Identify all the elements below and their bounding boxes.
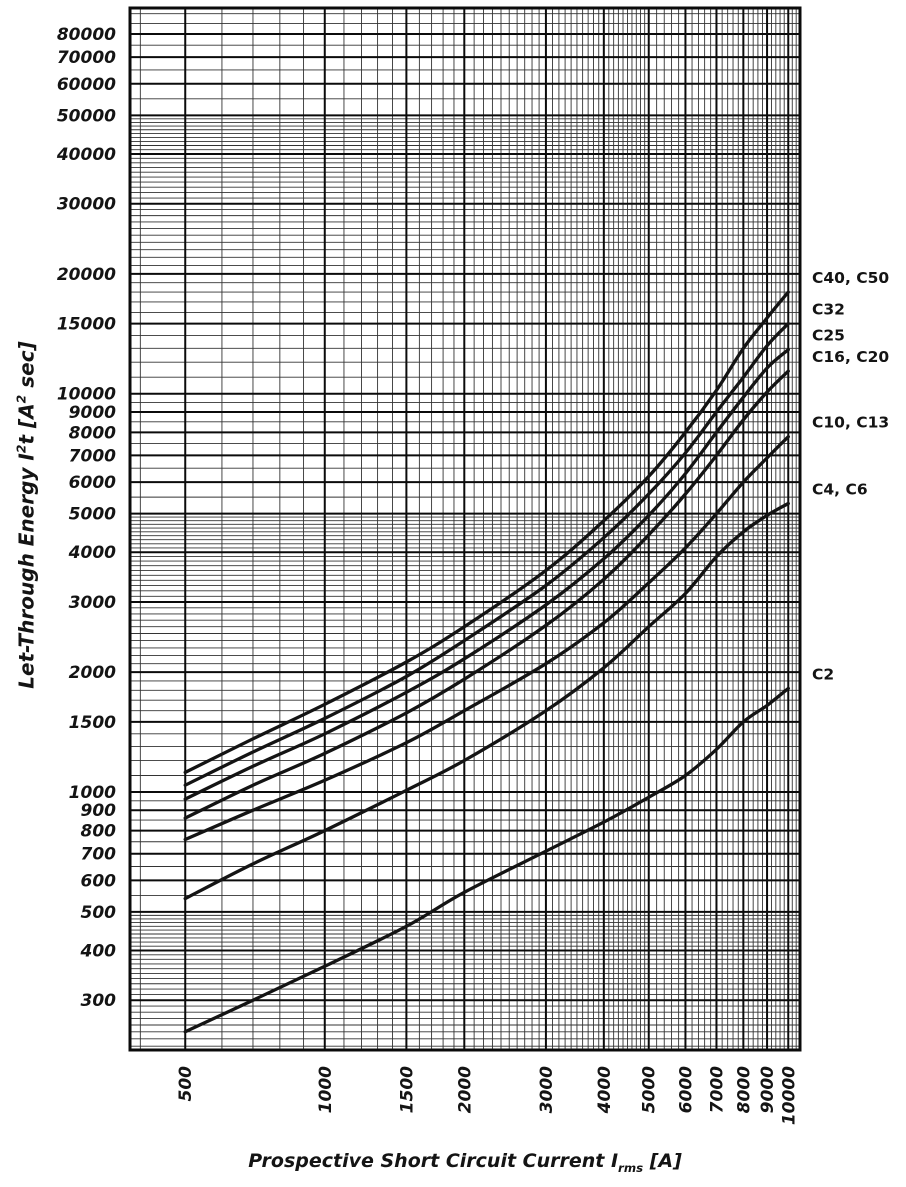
x-tick-label: 2000 bbox=[455, 1066, 475, 1113]
x-tick-label: 10000 bbox=[779, 1066, 799, 1125]
x-tick-label: 6000 bbox=[676, 1066, 696, 1113]
y-tick-label: 8000 bbox=[69, 423, 116, 443]
y-tick-label: 1000 bbox=[69, 783, 116, 803]
x-tick-label: 5000 bbox=[640, 1066, 660, 1113]
y-axis-title-text: sec] bbox=[14, 341, 39, 395]
y-tick-label: 7000 bbox=[69, 446, 116, 466]
x-tick-label: 3000 bbox=[537, 1066, 557, 1113]
superscript-two: 2 bbox=[13, 444, 29, 454]
grid-major bbox=[130, 8, 800, 1050]
y-tick-label: 300 bbox=[81, 991, 117, 1011]
superscript-two: 2 bbox=[13, 394, 29, 404]
y-tick-label: 5000 bbox=[69, 505, 116, 525]
curve-labels: C40, C50 C32 C25 C16, C20 C10, C13 C4, C6 C2 bbox=[812, 269, 889, 683]
y-tick-label: 60000 bbox=[57, 75, 116, 95]
y-tick-label: 15000 bbox=[57, 315, 116, 335]
x-tick-label: 1000 bbox=[316, 1066, 336, 1113]
x-axis-title-text: Prospective Short Circuit Current I bbox=[248, 1150, 619, 1172]
y-tick-label: 2000 bbox=[69, 663, 116, 683]
y-tick-label: 30000 bbox=[57, 195, 116, 215]
x-tick-label: 4000 bbox=[595, 1066, 615, 1114]
x-tick-label: 1500 bbox=[397, 1066, 417, 1113]
plot-border bbox=[128, 6, 802, 1052]
y-tick-label: 700 bbox=[81, 845, 117, 865]
y-tick-label: 50000 bbox=[57, 106, 116, 126]
curve-c16-c20 bbox=[183, 369, 790, 820]
y-tick-label: 400 bbox=[80, 942, 117, 962]
x-tick-label: 9000 bbox=[758, 1066, 778, 1113]
y-tick-label: 10000 bbox=[57, 385, 116, 405]
y-tick-label: 500 bbox=[81, 903, 117, 923]
y-axis-title-text: Let-Through Energy I bbox=[14, 453, 39, 689]
y-tick-label: 20000 bbox=[57, 265, 116, 285]
y-tick-label: 70000 bbox=[57, 48, 116, 68]
curves bbox=[183, 290, 790, 1034]
y-tick-label: 40000 bbox=[56, 145, 116, 165]
curve-label-c2: C2 bbox=[812, 665, 834, 683]
y-tick-label: 6000 bbox=[69, 473, 116, 493]
curve-c25 bbox=[183, 348, 790, 801]
curve-c32 bbox=[183, 321, 790, 787]
y-axis-title: Let-Through Energy I2t [A2 sec] bbox=[14, 341, 39, 688]
subscript-rms: rms bbox=[618, 1160, 644, 1175]
curve-c10-c13 bbox=[183, 435, 790, 842]
y-tick-label: 800 bbox=[81, 822, 117, 842]
curve-c4-c6 bbox=[183, 501, 790, 901]
x-tick-label: 7000 bbox=[708, 1066, 728, 1113]
curve-label-c32: C32 bbox=[812, 301, 845, 319]
y-tick-label: 9000 bbox=[69, 403, 116, 423]
x-tick-label: 500 bbox=[176, 1066, 196, 1102]
y-axis-title-text: t [A bbox=[14, 403, 39, 445]
y-tick-label: 4000 bbox=[68, 543, 116, 563]
curve-c40-c50 bbox=[183, 290, 790, 775]
y-tick-label: 1500 bbox=[69, 713, 116, 733]
y-tick-label: 80000 bbox=[57, 25, 116, 45]
y-tick-label: 3000 bbox=[69, 593, 116, 613]
x-tick-labels: 500 1000 1500 2000 3000 4000 5000 6000 7000 8000 9… bbox=[176, 1066, 799, 1125]
curve-label-c16-c20: C16, C20 bbox=[812, 348, 889, 366]
x-tick-label: 8000 bbox=[734, 1066, 754, 1113]
curve-label-c25: C25 bbox=[812, 327, 845, 345]
curve-label-c10-c13: C10, C13 bbox=[812, 414, 889, 432]
x-axis-title: Prospective Short Circuit Current Irms [… bbox=[130, 1150, 800, 1175]
x-axis-title-text: [A] bbox=[643, 1150, 682, 1172]
y-tick-label: 900 bbox=[81, 801, 117, 821]
curve-label-c4-c6: C4, C6 bbox=[812, 481, 868, 499]
curve-label-c40-c50: C40, C50 bbox=[812, 269, 889, 287]
y-tick-label: 600 bbox=[81, 871, 117, 891]
curve-c2 bbox=[183, 686, 790, 1034]
